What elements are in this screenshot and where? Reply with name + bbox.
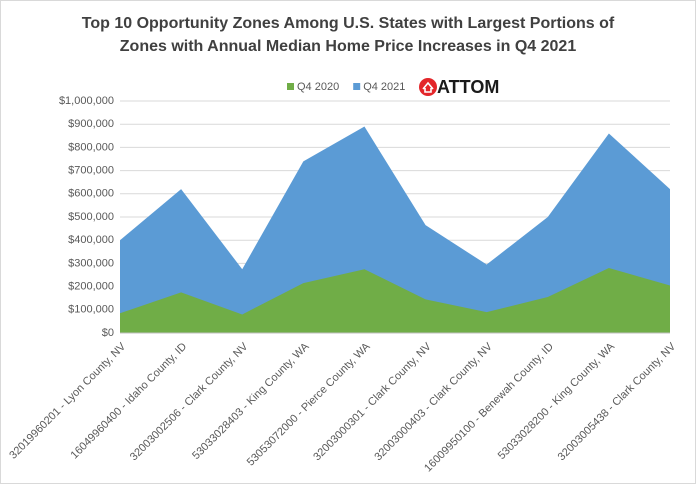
y-tick-label: $700,000 bbox=[68, 165, 114, 177]
legend-label: Q4 2020 bbox=[297, 81, 339, 93]
y-tick-label: $400,000 bbox=[68, 234, 114, 246]
y-tick-label: $300,000 bbox=[68, 257, 114, 269]
y-tick-label: $600,000 bbox=[68, 188, 114, 200]
chart-title: Zones with Annual Median Home Price Incr… bbox=[120, 38, 577, 55]
y-tick-label: $800,000 bbox=[68, 141, 114, 153]
legend-swatch bbox=[287, 83, 294, 90]
legend-label: Q4 2021 bbox=[363, 81, 405, 93]
logo-icon bbox=[419, 78, 437, 96]
y-tick-label: $900,000 bbox=[68, 118, 114, 130]
y-tick-label: $100,000 bbox=[68, 304, 114, 316]
y-tick-label: $0 bbox=[102, 327, 114, 339]
area bbox=[120, 268, 670, 333]
chart-title: Top 10 Opportunity Zones Among U.S. Stat… bbox=[82, 15, 615, 32]
legend-swatch bbox=[353, 83, 361, 90]
logo-text: ATTOM bbox=[437, 77, 499, 97]
y-tick-label: $200,000 bbox=[68, 281, 114, 293]
logo: ATTOM bbox=[419, 77, 499, 97]
y-tick-label: $500,000 bbox=[68, 211, 114, 223]
y-tick-label: $1,000,000 bbox=[59, 95, 114, 107]
logo-house bbox=[422, 81, 434, 93]
area bbox=[120, 126, 670, 334]
